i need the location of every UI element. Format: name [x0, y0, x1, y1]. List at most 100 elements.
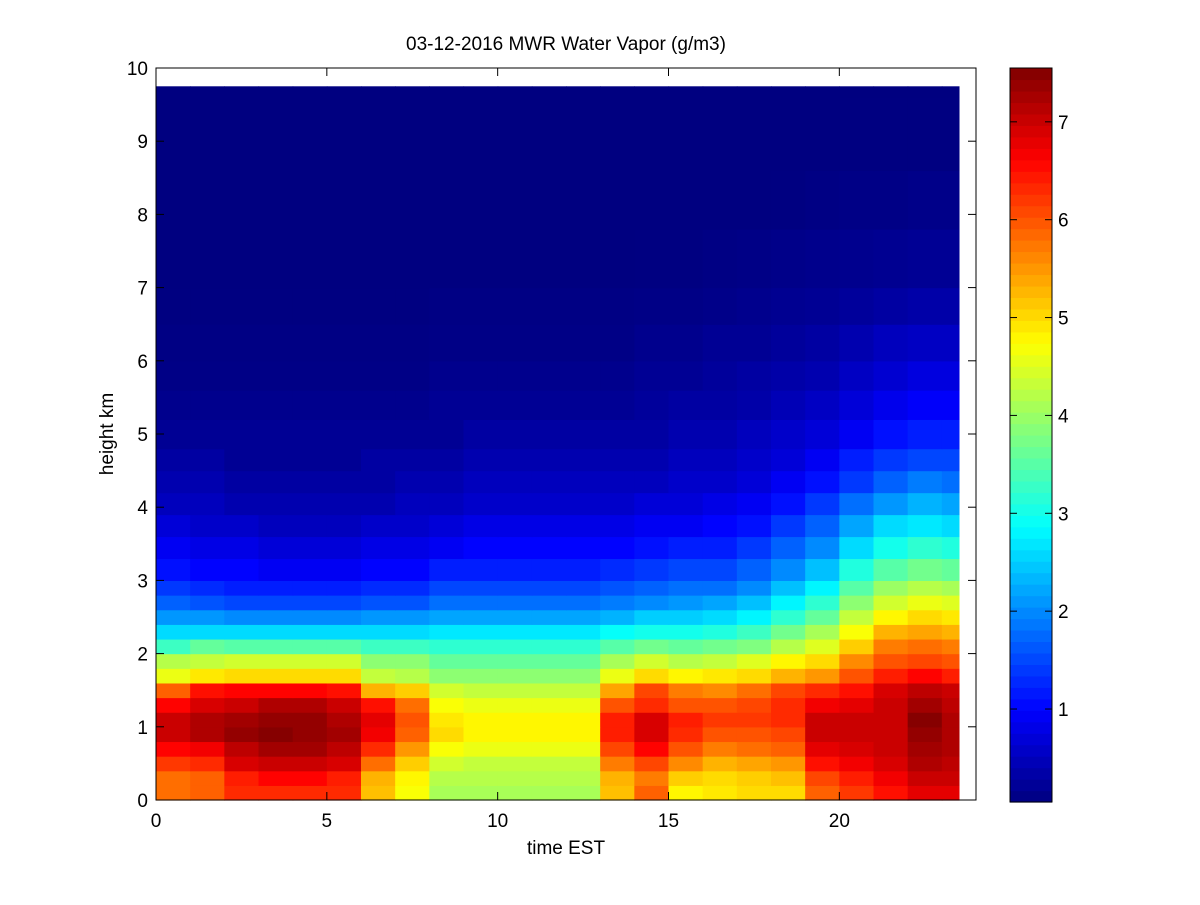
heatmap-cell — [326, 287, 362, 325]
heatmap-cell — [771, 580, 806, 596]
heatmap-cell — [600, 741, 635, 757]
heatmap-cell — [771, 536, 806, 560]
heatmap-cell — [771, 638, 806, 655]
heatmap-cell — [395, 419, 430, 450]
heatmap-cell — [941, 697, 960, 713]
heatmap-cell — [702, 324, 738, 362]
heatmap-cell — [771, 682, 806, 699]
heatmap-cell — [258, 536, 294, 560]
heatmap-cell — [531, 324, 567, 362]
heatmap-cell — [463, 419, 499, 450]
heatmap-cell — [361, 492, 396, 516]
heatmap-cell — [326, 492, 362, 516]
heatmap-cell — [907, 514, 943, 538]
heatmap-cell — [361, 609, 396, 625]
heatmap-cell — [463, 470, 499, 494]
colorbar-segment — [1010, 710, 1052, 723]
heatmap-cell — [224, 624, 260, 640]
heatmap-cell — [292, 595, 328, 611]
heatmap-cell — [702, 624, 738, 640]
heatmap-cell — [702, 668, 738, 684]
heatmap-cell — [156, 609, 191, 625]
colorbar-segment — [1010, 492, 1052, 505]
heatmap-cell — [805, 229, 840, 289]
heatmap-cell — [805, 726, 840, 743]
colorbar-segment — [1010, 698, 1052, 711]
heatmap-cell — [702, 741, 738, 757]
heatmap-cell — [805, 638, 840, 655]
heatmap-cell — [873, 697, 909, 713]
heatmap-cell — [258, 448, 294, 472]
heatmap-cell — [941, 360, 960, 391]
colorbar-segment — [1010, 435, 1052, 448]
heatmap-cell — [258, 514, 294, 538]
heatmap-cell — [326, 324, 362, 362]
heatmap-cell — [600, 229, 635, 289]
heatmap-cell — [429, 726, 465, 743]
heatmap-cell — [361, 668, 396, 684]
heatmap-cell — [805, 448, 840, 472]
heatmap-cell — [395, 595, 430, 611]
heatmap-cell — [463, 229, 499, 289]
heatmap-cell — [190, 785, 225, 801]
heatmap-cell — [292, 324, 328, 362]
heatmap-cell — [771, 514, 806, 538]
heatmap-cell — [839, 785, 875, 801]
heatmap-cell — [736, 558, 772, 581]
heatmap-cell — [736, 712, 772, 728]
heatmap-cell — [531, 595, 567, 611]
heatmap-cell — [668, 770, 704, 786]
heatmap-cell — [668, 470, 704, 494]
heatmap-cell — [566, 682, 601, 699]
heatmap-cell — [566, 470, 601, 494]
heatmap-cell — [634, 653, 670, 669]
heatmap-cell — [634, 170, 670, 230]
heatmap-cell — [497, 419, 533, 450]
heatmap-cell — [805, 609, 840, 625]
heatmap-cell — [805, 624, 840, 640]
colorbar-segment — [1010, 308, 1052, 321]
heatmap-cell — [702, 638, 738, 655]
heatmap-cell — [907, 595, 943, 611]
heatmap-cell — [258, 653, 294, 669]
heatmap-cell — [941, 770, 960, 786]
heatmap-cell — [600, 624, 635, 640]
heatmap-cell — [736, 324, 772, 362]
heatmap-cell — [156, 514, 191, 538]
heatmap-cell — [531, 390, 567, 420]
colorbar-segment — [1010, 400, 1052, 413]
heatmap-cell — [873, 492, 909, 516]
heatmap-cell — [941, 741, 960, 757]
heatmap-cell — [497, 653, 533, 669]
x-axis-label: time EST — [527, 838, 606, 859]
heatmap-cell — [531, 448, 567, 472]
heatmap-cell — [736, 624, 772, 640]
heatmap-cell — [771, 448, 806, 472]
heatmap-cell — [190, 324, 225, 362]
heatmap-cell — [361, 448, 396, 472]
heatmap-cell — [224, 390, 260, 420]
heatmap-cell — [634, 492, 670, 516]
heatmap-cell — [668, 624, 704, 640]
heatmap-cell — [361, 682, 396, 699]
heatmap-cell — [190, 668, 225, 684]
heatmap-cell — [873, 741, 909, 757]
heatmap-cell — [736, 229, 772, 289]
heatmap-cell — [429, 97, 465, 172]
heatmap-cell — [566, 86, 601, 98]
heatmap-cell — [702, 86, 738, 98]
heatmap-cell — [600, 697, 635, 713]
heatmap-cell — [771, 609, 806, 625]
heatmap-cell — [463, 668, 499, 684]
heatmap-cell — [463, 638, 499, 655]
heatmap-cell — [531, 668, 567, 684]
heatmap-cell — [736, 470, 772, 494]
heatmap-cell — [634, 86, 670, 98]
heatmap-cell — [873, 624, 909, 640]
colorbar-segment — [1010, 549, 1052, 562]
heatmap-cell — [190, 229, 225, 289]
heatmap-cell — [531, 558, 567, 581]
heatmap-cell — [566, 229, 601, 289]
heatmap-cell — [702, 170, 738, 230]
heatmap-cell — [702, 785, 738, 801]
